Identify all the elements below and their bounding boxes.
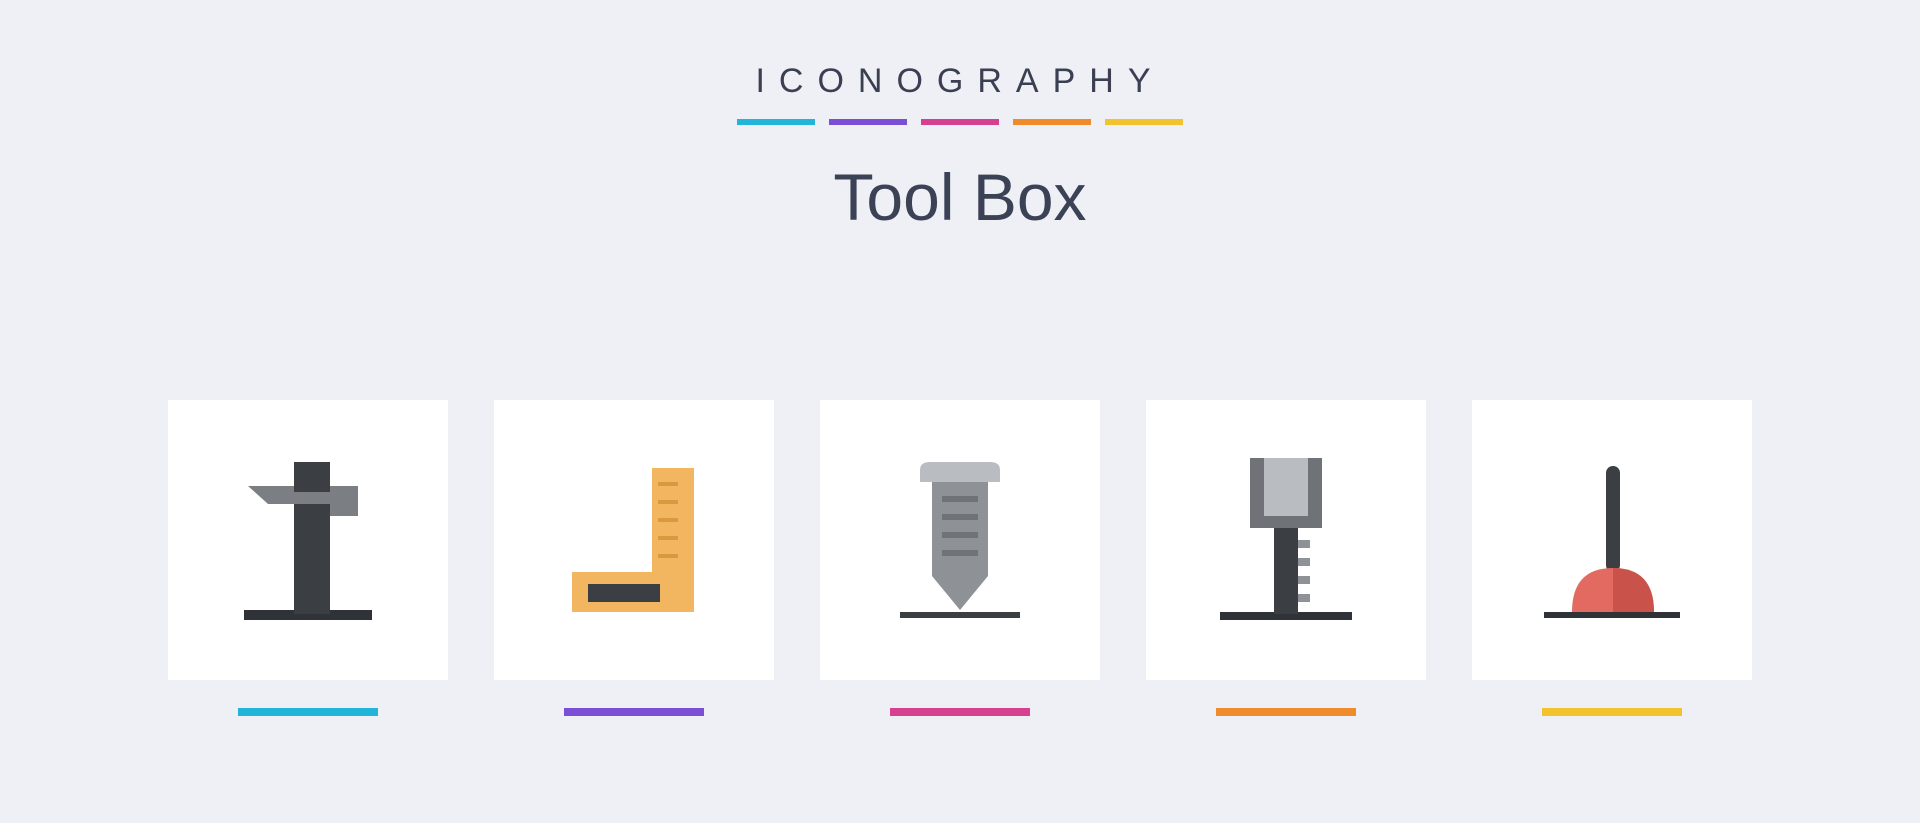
card-underline	[564, 708, 704, 716]
icon-card	[168, 400, 448, 716]
square-ruler-icon	[534, 440, 734, 640]
card-underline	[890, 708, 1030, 716]
brand-underline	[0, 119, 1920, 125]
screw-icon	[860, 440, 1060, 640]
icon-card-row	[0, 400, 1920, 716]
brand-label: ICONOGRAPHY	[0, 62, 1920, 101]
card-underline	[238, 708, 378, 716]
icon-tile	[168, 400, 448, 680]
underline-seg	[921, 119, 999, 125]
header: ICONOGRAPHY Tool Box	[0, 0, 1920, 235]
underline-seg	[829, 119, 907, 125]
anvil-icon	[208, 440, 408, 640]
icon-tile	[1472, 400, 1752, 680]
icon-card	[820, 400, 1100, 716]
plunger-icon	[1512, 440, 1712, 640]
icon-card	[1472, 400, 1752, 716]
card-underline	[1542, 708, 1682, 716]
card-underline	[1216, 708, 1356, 716]
underline-seg	[1013, 119, 1091, 125]
drill-bit-icon	[1186, 440, 1386, 640]
icon-card	[494, 400, 774, 716]
page-title: Tool Box	[0, 159, 1920, 235]
icon-card	[1146, 400, 1426, 716]
icon-tile	[820, 400, 1100, 680]
icon-tile	[1146, 400, 1426, 680]
underline-seg	[1105, 119, 1183, 125]
icon-tile	[494, 400, 774, 680]
underline-seg	[737, 119, 815, 125]
